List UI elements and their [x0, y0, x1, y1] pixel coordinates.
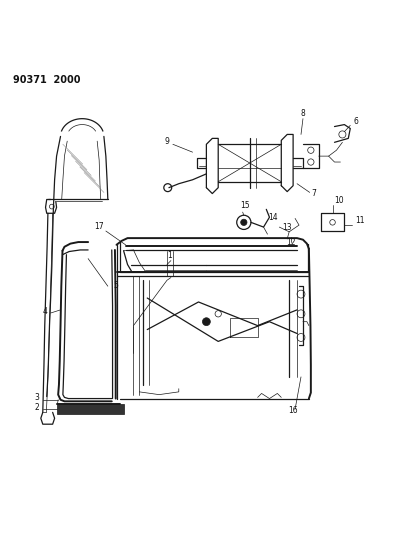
Text: 13: 13 [282, 223, 292, 232]
FancyBboxPatch shape [58, 405, 124, 414]
Text: 4: 4 [43, 307, 48, 316]
Text: 90371  2000: 90371 2000 [13, 76, 81, 85]
Text: 11: 11 [355, 216, 365, 225]
Text: 15: 15 [240, 201, 250, 210]
Text: 9: 9 [165, 136, 170, 146]
Circle shape [202, 318, 210, 326]
Text: 8: 8 [301, 109, 306, 118]
Circle shape [241, 219, 247, 225]
Text: 5: 5 [114, 281, 119, 290]
Text: 17: 17 [94, 222, 104, 231]
Text: 2: 2 [35, 403, 40, 413]
Text: 10: 10 [335, 196, 344, 205]
Text: 3: 3 [35, 393, 40, 402]
Text: 1: 1 [167, 251, 172, 260]
Text: 6: 6 [353, 117, 358, 126]
Text: 16: 16 [288, 406, 298, 415]
Text: 12: 12 [286, 238, 295, 247]
Text: 14: 14 [269, 213, 278, 222]
Text: 7: 7 [311, 189, 316, 198]
